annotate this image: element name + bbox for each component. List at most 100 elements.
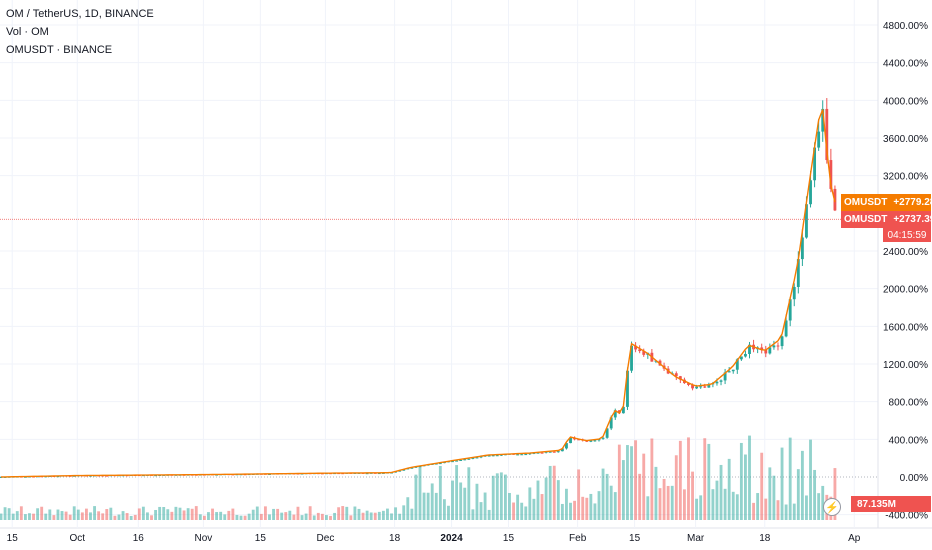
volume-bar (540, 494, 544, 520)
volume-bar (495, 473, 499, 520)
y-tick-label: 0.00% (900, 473, 928, 484)
volume-bar (19, 506, 23, 520)
volume-bar (719, 464, 723, 520)
candle-body (23, 476, 27, 478)
volume-bar (731, 491, 735, 520)
volume-bar (776, 500, 780, 520)
x-tick-label: Oct (70, 533, 86, 544)
volume-bar (365, 510, 369, 520)
volume-bar (32, 513, 35, 520)
volume-bar (251, 509, 255, 520)
x-tick-label: Ap (848, 533, 861, 544)
volume-bar (430, 483, 434, 520)
volume-bar (560, 503, 564, 520)
candle-body (687, 383, 690, 385)
x-tick-label: 15 (7, 533, 19, 544)
volume-bar (699, 495, 703, 520)
compare-price-badge: OMUSDT +2779.28% (841, 194, 932, 211)
volume-bar (141, 506, 145, 520)
candle-body (780, 336, 784, 347)
volume-bar (471, 509, 475, 520)
volume-bar (487, 509, 491, 520)
volume-bar (581, 496, 585, 520)
candle-body (451, 461, 454, 463)
candle-body (499, 454, 503, 456)
volume-bar (11, 513, 15, 520)
volume-bar (300, 515, 304, 520)
volume-bar (491, 475, 495, 520)
lightning-icon[interactable]: ⚡ (823, 498, 841, 516)
volume-bar (772, 475, 776, 520)
volume-bar (687, 437, 690, 520)
volume-bar (711, 489, 715, 520)
volume-bar (703, 438, 707, 520)
volume-bar (809, 439, 812, 520)
candle-body (605, 428, 609, 438)
volume-bar (15, 511, 19, 520)
y-tick-label: 1600.00% (883, 322, 928, 333)
volume-bar (670, 485, 674, 520)
volume-bar (170, 511, 174, 520)
volume-bar (125, 513, 129, 520)
main-badge-value: +2737.39% (893, 214, 932, 225)
candle-body (642, 351, 646, 355)
volume-bar (528, 487, 532, 520)
volume-bar (72, 506, 76, 520)
volume-bar (744, 454, 747, 520)
volume-bar (833, 468, 837, 520)
volume-bar (520, 502, 524, 520)
volume-bar (373, 512, 377, 520)
symbol-legend[interactable]: OM / TetherUS, 1D, BINANCE (6, 8, 154, 20)
candle-body (528, 453, 532, 455)
x-tick-label: 15 (255, 533, 267, 544)
volume-bar (451, 480, 454, 520)
compare-series-line (0, 109, 836, 478)
volume-bar (682, 489, 686, 520)
candle-body (455, 460, 459, 462)
candle-body (577, 439, 581, 441)
volume-bar (666, 485, 670, 520)
volume-bar (499, 472, 503, 520)
volume-bar (459, 482, 463, 520)
volume-bar (609, 485, 613, 520)
x-tick-label: Nov (194, 533, 212, 544)
candle-body (768, 347, 772, 354)
volume-bar (817, 493, 821, 520)
volume-bar (223, 514, 227, 520)
volume-bar (369, 512, 373, 520)
volume-legend[interactable]: Vol · OM (6, 26, 49, 38)
x-tick-label: 15 (629, 533, 641, 544)
volume-bar (320, 513, 324, 520)
volume-bar (630, 446, 633, 520)
candle-body (520, 454, 524, 456)
volume-bar (333, 512, 336, 520)
candle-body (471, 457, 475, 459)
compare-legend[interactable]: OMUSDT · BINANCE (6, 44, 113, 56)
candle-body (764, 349, 768, 354)
volume-bar (255, 506, 259, 520)
candle-body (699, 386, 703, 388)
volume-bar (146, 512, 149, 520)
volume-bar (227, 510, 231, 520)
y-tick-label: -400.00% (885, 511, 928, 522)
volume-bar (117, 514, 121, 520)
candle-body (772, 345, 776, 348)
volume-bar (414, 474, 418, 520)
volume-bar (28, 513, 31, 520)
x-tick-label: 15 (503, 533, 515, 544)
main-price-badge: OMUSDT +2737.39% (841, 211, 932, 228)
volume-bar (805, 495, 808, 520)
candle-body (695, 386, 699, 389)
volume-bar (349, 515, 353, 520)
volume-bar (154, 509, 158, 520)
candle-body (796, 259, 800, 287)
volume-bar (64, 511, 68, 520)
y-tick-label: 2000.00% (883, 285, 928, 296)
volume-bar (312, 515, 316, 520)
candle-body (809, 180, 812, 205)
volume-bar (406, 497, 410, 520)
candle-body (626, 370, 629, 407)
volume-bar (345, 506, 349, 520)
volume-bar (158, 506, 162, 520)
